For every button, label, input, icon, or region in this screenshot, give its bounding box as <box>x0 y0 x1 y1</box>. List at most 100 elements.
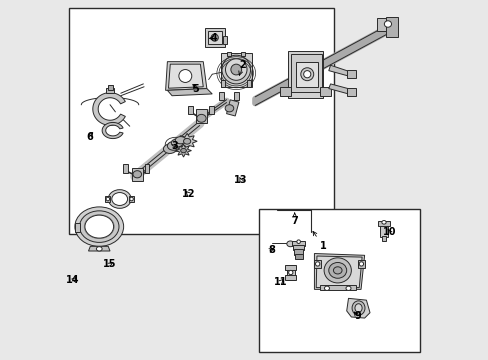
Bar <box>123 164 128 173</box>
Text: 1: 1 <box>312 231 326 251</box>
Ellipse shape <box>112 193 127 206</box>
Ellipse shape <box>288 270 292 275</box>
Bar <box>346 70 355 78</box>
Ellipse shape <box>211 34 218 41</box>
Bar <box>105 196 110 202</box>
Bar <box>258 209 419 352</box>
Text: 9: 9 <box>353 311 360 321</box>
Bar <box>131 168 142 181</box>
Bar <box>293 249 303 255</box>
Bar <box>285 275 296 280</box>
Bar <box>187 106 192 114</box>
Bar <box>319 87 330 96</box>
Bar <box>234 92 238 100</box>
Ellipse shape <box>196 114 206 122</box>
Ellipse shape <box>108 190 131 208</box>
Ellipse shape <box>381 221 386 224</box>
Ellipse shape <box>75 207 123 246</box>
Bar <box>376 18 394 31</box>
Text: 8: 8 <box>267 245 274 255</box>
Bar <box>226 100 239 116</box>
Polygon shape <box>316 256 362 288</box>
Text: 5: 5 <box>192 84 199 94</box>
Ellipse shape <box>163 144 176 153</box>
Ellipse shape <box>129 197 133 201</box>
Ellipse shape <box>171 139 183 147</box>
Ellipse shape <box>133 171 142 178</box>
Ellipse shape <box>224 105 233 112</box>
Text: 7: 7 <box>291 213 298 226</box>
Ellipse shape <box>359 262 363 266</box>
Ellipse shape <box>175 136 185 144</box>
Ellipse shape <box>328 262 346 278</box>
Text: 12: 12 <box>182 189 195 199</box>
Bar <box>290 54 321 92</box>
Text: 3: 3 <box>171 141 178 151</box>
Polygon shape <box>88 246 110 251</box>
Bar <box>346 88 355 96</box>
Ellipse shape <box>225 59 246 80</box>
Bar <box>386 17 397 37</box>
Ellipse shape <box>106 197 109 201</box>
Ellipse shape <box>333 267 341 274</box>
Polygon shape <box>346 298 369 318</box>
Bar <box>207 31 221 44</box>
Polygon shape <box>328 84 351 94</box>
Bar <box>379 223 387 237</box>
Text: 15: 15 <box>103 259 117 269</box>
Ellipse shape <box>324 258 351 283</box>
Ellipse shape <box>303 71 310 78</box>
Text: 14: 14 <box>66 275 80 285</box>
Bar <box>196 109 206 123</box>
Ellipse shape <box>384 21 391 27</box>
Bar <box>226 51 230 56</box>
Polygon shape <box>75 223 80 232</box>
Bar <box>246 80 250 87</box>
Ellipse shape <box>296 240 300 243</box>
Ellipse shape <box>222 55 250 84</box>
Bar <box>280 87 290 96</box>
Polygon shape <box>167 89 212 96</box>
Bar <box>208 106 213 114</box>
Polygon shape <box>102 122 123 139</box>
Bar <box>319 285 355 291</box>
Ellipse shape <box>85 215 113 238</box>
Ellipse shape <box>80 211 119 242</box>
Bar <box>129 196 134 202</box>
Polygon shape <box>168 64 203 88</box>
Bar <box>223 36 227 44</box>
Bar <box>69 8 333 234</box>
Polygon shape <box>175 144 191 157</box>
Ellipse shape <box>96 247 102 251</box>
Ellipse shape <box>180 148 186 153</box>
Bar <box>291 241 305 246</box>
Bar <box>378 221 389 226</box>
Bar <box>204 28 224 47</box>
Text: 6: 6 <box>86 132 93 142</box>
Ellipse shape <box>167 141 179 150</box>
Ellipse shape <box>324 286 329 291</box>
Text: 11: 11 <box>273 277 286 287</box>
Bar <box>293 245 304 250</box>
Ellipse shape <box>300 68 313 81</box>
Polygon shape <box>314 253 364 289</box>
Bar <box>221 80 225 87</box>
Bar <box>144 164 149 173</box>
Bar <box>221 53 251 87</box>
Text: 13: 13 <box>234 175 247 185</box>
Bar <box>294 253 302 259</box>
Bar <box>314 260 320 268</box>
Bar <box>241 51 244 56</box>
Ellipse shape <box>351 301 364 315</box>
Polygon shape <box>93 93 125 125</box>
Ellipse shape <box>179 69 191 82</box>
Ellipse shape <box>286 241 293 247</box>
Polygon shape <box>328 65 351 76</box>
Bar <box>357 260 364 268</box>
Bar <box>296 62 317 87</box>
Text: 10: 10 <box>382 227 396 237</box>
Text: 2: 2 <box>238 60 245 76</box>
Ellipse shape <box>230 64 241 75</box>
Bar <box>381 236 386 241</box>
Text: 4: 4 <box>209 33 217 43</box>
